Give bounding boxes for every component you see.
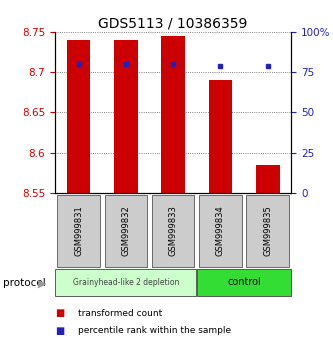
Text: ■: ■ — [55, 326, 64, 336]
Text: GSM999831: GSM999831 — [74, 206, 83, 256]
Bar — [67, 40, 90, 193]
Text: Grainyhead-like 2 depletion: Grainyhead-like 2 depletion — [73, 278, 179, 287]
Bar — [208, 80, 232, 193]
Title: GDS5113 / 10386359: GDS5113 / 10386359 — [99, 17, 248, 31]
Bar — [57, 195, 100, 267]
Bar — [256, 165, 279, 193]
Bar — [162, 36, 185, 193]
Text: ■: ■ — [55, 308, 64, 318]
Text: GSM999834: GSM999834 — [216, 206, 225, 256]
Bar — [114, 40, 138, 193]
Bar — [152, 195, 194, 267]
Bar — [55, 269, 196, 296]
Text: transformed count: transformed count — [78, 309, 163, 318]
Text: ▶: ▶ — [38, 278, 47, 288]
Bar — [199, 195, 242, 267]
Text: GSM999833: GSM999833 — [168, 206, 178, 256]
Text: GSM999832: GSM999832 — [121, 206, 131, 256]
Bar — [197, 269, 291, 296]
Text: GSM999835: GSM999835 — [263, 206, 272, 256]
Text: protocol: protocol — [3, 278, 46, 288]
Bar — [105, 195, 147, 267]
Bar — [246, 195, 289, 267]
Text: control: control — [227, 277, 261, 287]
Text: percentile rank within the sample: percentile rank within the sample — [78, 326, 231, 336]
